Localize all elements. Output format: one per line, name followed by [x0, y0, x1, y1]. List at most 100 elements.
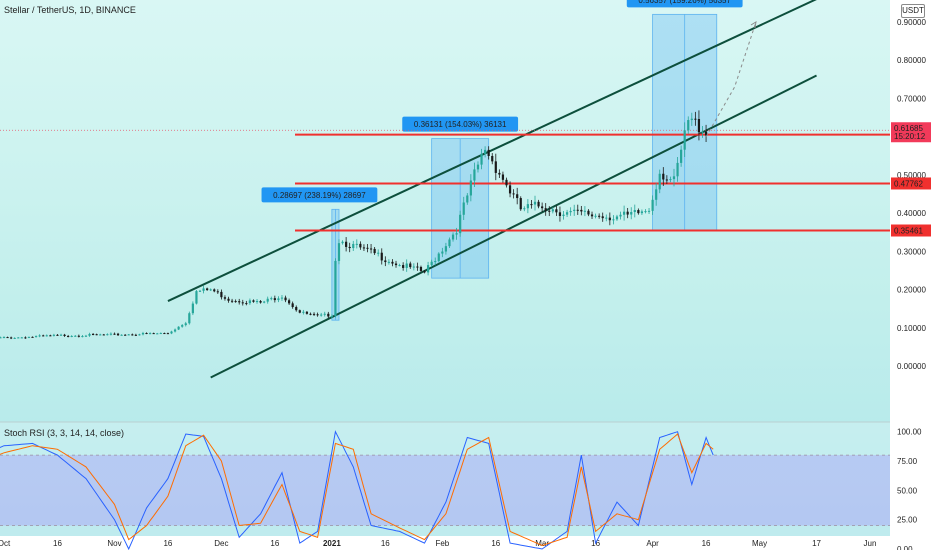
candle-body	[437, 253, 440, 262]
time-axis-tick: 16	[270, 539, 279, 548]
candle-body	[34, 336, 38, 338]
level-tag: 0.35461	[894, 227, 923, 236]
candle-body	[337, 243, 341, 261]
candle-body	[312, 313, 316, 315]
candle-body	[551, 209, 554, 212]
candle-body	[74, 335, 77, 337]
candle-body	[88, 333, 91, 336]
candle-body	[245, 303, 248, 305]
candle-body	[63, 334, 66, 337]
candle-body	[145, 333, 148, 335]
level-tag: 0.47762	[894, 179, 923, 188]
candle-body	[77, 335, 80, 337]
channel-line-lower[interactable]	[210, 74, 817, 379]
candle-body	[213, 289, 216, 292]
candle-body	[426, 265, 430, 273]
time-axis-tick: Dec	[214, 539, 228, 548]
candle-body	[573, 209, 576, 211]
candle-body	[277, 298, 280, 301]
candle-body	[601, 216, 604, 219]
countdown-tag: 15:20:12	[894, 132, 926, 141]
candle-body	[220, 291, 223, 298]
candle-body	[302, 311, 305, 313]
candle-body	[109, 333, 113, 335]
candle-body	[476, 164, 480, 170]
candle-body	[487, 149, 490, 156]
candle-body	[441, 251, 444, 254]
candle-body	[95, 334, 98, 336]
candle-body	[558, 212, 562, 216]
candle-body	[516, 194, 519, 199]
candle-body	[45, 335, 48, 337]
candle-body	[84, 335, 88, 337]
candle-body	[565, 212, 569, 215]
stoch-line-d	[0, 433, 714, 547]
price-axis-tick: 0.90000	[897, 18, 926, 27]
candle-body	[173, 329, 177, 332]
measure-label-bg	[261, 187, 378, 203]
candle-body	[644, 211, 647, 213]
time-axis-tick: 16	[491, 539, 500, 548]
price-axis-tick: 0.70000	[897, 94, 926, 103]
candle-body	[583, 210, 587, 212]
candle-body	[498, 172, 501, 175]
candle-body	[683, 130, 686, 150]
candle-body	[451, 234, 455, 240]
price-axis-tick: 0.20000	[897, 286, 926, 295]
candle-body	[67, 336, 70, 338]
candle-body	[166, 333, 170, 335]
candle-body	[259, 301, 262, 303]
time-axis-tick: Oct	[0, 539, 11, 548]
candle-body	[608, 217, 611, 221]
time-axis-tick: 2021	[323, 539, 341, 548]
candle-body	[149, 333, 152, 335]
candle-body	[494, 161, 497, 173]
candle-body	[587, 210, 590, 215]
last-price-tag-bg	[891, 122, 931, 143]
candle-body	[70, 336, 73, 338]
projection-path	[705, 21, 757, 137]
candle-body	[423, 270, 426, 273]
currency-selector[interactable]: USDT	[901, 4, 925, 18]
candle-body	[633, 210, 636, 213]
candle-body	[255, 301, 259, 303]
channel-line-upper[interactable]	[167, 0, 817, 302]
stoch-axis-tick: 0.00	[897, 545, 913, 550]
candle-body	[24, 337, 27, 339]
candle-body	[191, 303, 194, 314]
candle-body	[248, 300, 252, 304]
candle-body	[373, 248, 376, 254]
time-axis-tick: 16	[702, 539, 711, 548]
candle-body	[280, 297, 284, 299]
candle-body	[159, 333, 162, 335]
time-axis-tick: Feb	[435, 539, 449, 548]
time-axis-tick: Mar	[535, 539, 549, 548]
candle-body	[409, 263, 412, 268]
measure-label: 0.56357 (159.26%) 56357	[638, 0, 731, 5]
candle-body	[352, 243, 355, 249]
candle-body	[377, 252, 380, 254]
candle-body	[484, 149, 487, 154]
candle-body	[291, 303, 294, 308]
stoch-axis-tick: 25.00	[897, 516, 918, 525]
candle-body	[181, 325, 184, 327]
candle-body	[355, 243, 358, 245]
candle-body	[662, 173, 665, 180]
candle-body	[523, 208, 526, 210]
candle-body	[138, 334, 141, 336]
candle-body	[227, 298, 230, 301]
candle-body	[323, 313, 326, 315]
candle-body	[384, 260, 387, 263]
level-tag-bg	[891, 177, 931, 190]
candle-body	[334, 260, 337, 317]
candle-body	[412, 266, 415, 268]
time-axis-tick: 17	[812, 539, 821, 548]
candle-body	[555, 209, 558, 213]
candle-body	[491, 155, 494, 162]
candle-body	[630, 212, 633, 215]
candle-body	[541, 206, 544, 209]
candle-body	[430, 261, 433, 266]
measure-label-bg	[402, 116, 519, 132]
